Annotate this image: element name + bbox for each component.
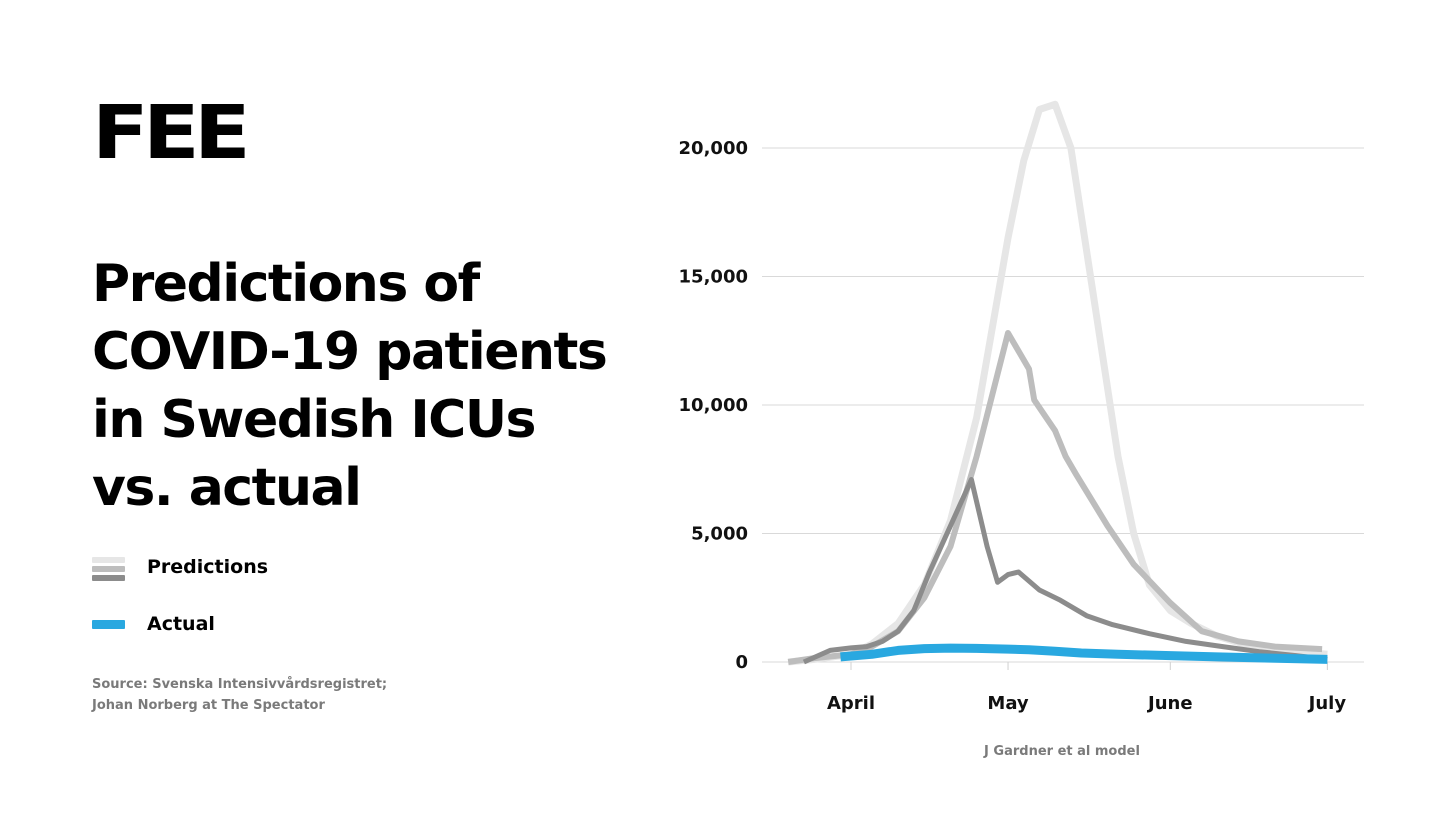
legend-swatch-actual xyxy=(92,620,125,629)
legend-label-predictions: Predictions xyxy=(147,556,269,578)
y-tick-label: 0 xyxy=(735,652,748,673)
source-line: Source: Svenska Intensivvårdsregistret; xyxy=(92,677,388,692)
series-line-prediction xyxy=(802,477,1328,665)
headline-line: vs. actual xyxy=(92,458,362,518)
y-tick-label: 5,000 xyxy=(691,524,748,545)
fee-logo: FEE xyxy=(92,96,251,170)
legend-label-actual: Actual xyxy=(147,613,215,635)
y-tick-label: 15,000 xyxy=(679,267,748,288)
series-line-actual xyxy=(840,643,1328,664)
chart-headline: Predictions of COVID-19 patients in Swed… xyxy=(92,250,652,522)
headline-line: COVID-19 patients xyxy=(92,322,608,382)
source-note: Source: Svenska Intensivvårdsregistret; … xyxy=(92,674,387,716)
x-tick-label: April xyxy=(827,693,875,714)
y-tick-label: 20,000 xyxy=(679,138,748,159)
series-line-prediction xyxy=(787,100,1328,666)
model-annotation: J Gardner et al model xyxy=(983,744,1140,759)
legend-swatch-prediction-light xyxy=(92,557,125,563)
legend-swatch-prediction-dark xyxy=(92,575,125,581)
legend-item-predictions: Predictions xyxy=(92,552,412,586)
logo-text: FEE xyxy=(92,90,251,176)
legend-item-actual: Actual xyxy=(92,609,412,643)
headline-line: in Swedish ICUs xyxy=(92,390,537,450)
headline-line: Predictions of xyxy=(92,254,480,314)
y-tick-label: 10,000 xyxy=(679,395,748,416)
x-tick-label: June xyxy=(1146,693,1193,714)
x-tick-label: May xyxy=(987,693,1029,714)
legend-swatch-prediction-medium xyxy=(92,566,125,572)
series-line-prediction xyxy=(787,330,1323,665)
x-tick-label: July xyxy=(1307,693,1347,714)
source-line: Johan Norberg at The Spectator xyxy=(92,698,325,713)
